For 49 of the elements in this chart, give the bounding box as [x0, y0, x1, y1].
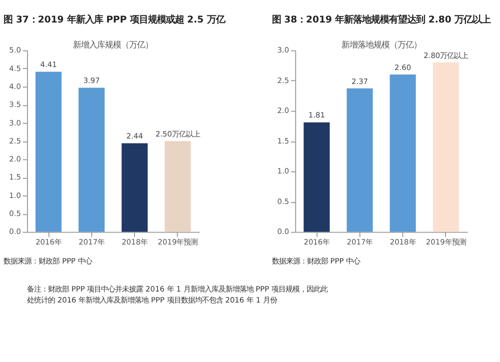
bar — [122, 143, 148, 232]
data-label: 1.81 — [308, 110, 326, 120]
series-label: 新增落地规模（万亿） — [341, 40, 422, 50]
x-tick-label: 2016年 — [36, 237, 62, 246]
bar — [390, 74, 416, 232]
text: 新增入库规模（万亿） — [73, 40, 154, 50]
data-label: 4.41 — [40, 60, 58, 70]
y-tick-label: 0.5 — [277, 196, 290, 206]
y-tick-label: 2.0 — [9, 154, 22, 164]
y-tick-label: 2.5 — [277, 76, 290, 85]
y-tick-label: 2.0 — [277, 106, 290, 116]
x-tick-label: 2017年 — [346, 237, 373, 246]
source-note: 数据来源：财政部 PPP 中心 — [272, 256, 360, 266]
x-tick-label: 2016年 — [304, 237, 330, 246]
y-tick-label: 3.5 — [9, 100, 22, 110]
y-tick-label: 4.5 — [9, 64, 22, 73]
data-label: 3.97 — [83, 76, 100, 86]
data-label: 2.37 — [351, 76, 368, 86]
source-note: 数据来源：财政部 PPP 中心 — [4, 256, 92, 266]
bar — [432, 62, 459, 232]
y-tick-label: 1.0 — [277, 166, 290, 176]
y-tick-label: 3.0 — [277, 46, 290, 55]
y-tick-label: 3.0 — [9, 118, 22, 128]
y-tick-label: 1.0 — [9, 190, 22, 200]
y-tick-label: 1.5 — [277, 136, 290, 146]
data-label: 2.80万亿以上 — [424, 50, 468, 60]
data-label: 2.60 — [394, 62, 412, 72]
x-tick-label: 2019年预测 — [426, 237, 466, 246]
bar — [346, 88, 373, 232]
bar — [78, 88, 105, 232]
data-label: 2.44 — [126, 132, 144, 141]
chart-title: 图 37：2019 年新入库 PPP 项目规模或超 2.5 万亿 — [4, 14, 226, 26]
data-label: 2.50万亿以上 — [155, 129, 200, 138]
y-tick-label: 1.5 — [9, 172, 22, 182]
text: 备注：财政部 PPP 项目中心并未披露 2016 年 1 月新增入库及新增落地 PPP 项目规模，因此此处统计的 2016 年新增入库及新增落地 PPP 项目数据均不包含 2016 年 1 月份 — [27, 284, 328, 305]
x-tick-label: 2019年预测 — [158, 237, 198, 246]
chart-title: 图 38：2019 年新落地规模有望达到 2.80 万亿以上 — [272, 14, 491, 26]
bar — [164, 141, 191, 232]
x-tick-label: 2018年 — [390, 237, 416, 246]
x-tick-label: 2017年 — [78, 237, 105, 246]
y-tick-label: 0.5 — [9, 209, 22, 218]
bar — [304, 122, 330, 232]
y-tick-label: 0.0 — [277, 227, 290, 236]
bar — [36, 72, 62, 232]
y-tick-label: 2.5 — [9, 136, 22, 146]
y-tick-label: 4.0 — [9, 82, 22, 91]
x-tick-label: 2018年 — [122, 237, 148, 246]
y-tick-label: 5.0 — [9, 46, 22, 55]
y-tick-label: 0.0 — [9, 227, 22, 236]
